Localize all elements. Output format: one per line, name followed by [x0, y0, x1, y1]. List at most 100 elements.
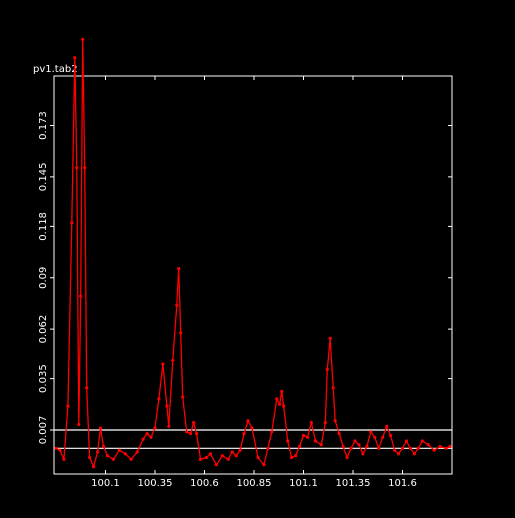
data-point: [66, 404, 70, 408]
data-point: [96, 450, 100, 454]
data-point: [153, 426, 157, 430]
data-point: [246, 419, 250, 423]
data-point: [313, 439, 317, 443]
data-point: [238, 448, 242, 452]
data-point: [77, 422, 81, 427]
data-point: [161, 362, 165, 366]
data-point: [393, 448, 397, 452]
data-point: [349, 446, 353, 450]
data-point: [323, 421, 327, 425]
data-point: [88, 455, 92, 460]
y-tick-label: 0.118: [38, 212, 49, 241]
data-point: [426, 443, 430, 447]
data-point: [230, 450, 234, 454]
y-tick-label: 0.035: [38, 364, 49, 393]
data-point: [290, 455, 294, 460]
data-point: [262, 463, 266, 467]
data-point: [226, 457, 230, 461]
data-point: [412, 452, 416, 456]
data-point: [62, 457, 66, 461]
data-point: [400, 446, 405, 450]
data-point: [294, 454, 298, 458]
data-point: [305, 435, 310, 439]
data-point: [117, 448, 121, 452]
data-point: [266, 446, 270, 450]
data-point: [280, 389, 284, 394]
data-point: [204, 455, 209, 460]
data-point: [214, 463, 218, 467]
data-point: [325, 367, 329, 372]
data-point: [195, 432, 199, 436]
series-layer: [54, 37, 452, 469]
data-point: [70, 221, 74, 225]
data-point: [208, 452, 212, 456]
data-point: [177, 267, 181, 271]
data-point: [345, 455, 349, 460]
chart-title: pv1.tab2: [33, 64, 78, 75]
x-tick-label: 100.85: [236, 478, 271, 489]
data-point: [301, 433, 306, 438]
data-point: [175, 303, 179, 307]
x-tick-label: 100.35: [137, 478, 172, 489]
data-point: [432, 448, 436, 452]
data-point: [83, 166, 87, 170]
data-point: [242, 432, 246, 436]
data-point: [420, 439, 424, 443]
data-point: [123, 452, 127, 456]
data-point: [416, 446, 420, 450]
data-point: [369, 430, 373, 434]
data-point: [319, 443, 323, 447]
data-point: [179, 331, 183, 335]
data-point: [373, 435, 377, 439]
data-point: [353, 439, 357, 443]
data-point: [185, 430, 189, 434]
data-point: [278, 402, 282, 406]
data-point: [157, 397, 161, 401]
x-tick-label: 101.35: [335, 478, 370, 489]
data-point: [448, 444, 452, 449]
data-point: [181, 395, 185, 399]
x-axis: 100.1 100.35 100.6 100.85 101.1 101.35 101.6: [91, 76, 417, 489]
data-point: [92, 465, 96, 469]
data-point: [73, 56, 77, 60]
data-point: [404, 439, 409, 443]
y-tick-label: 0.173: [38, 111, 49, 140]
x-tick-label: 100.1: [91, 478, 120, 489]
data-point: [297, 444, 302, 449]
data-point: [141, 437, 145, 441]
data-point: [98, 426, 103, 430]
data-point: [198, 457, 203, 461]
data-point: [309, 421, 313, 425]
data-point: [171, 358, 175, 362]
data-point: [54, 446, 58, 450]
data-point: [189, 432, 193, 436]
data-point: [365, 444, 369, 449]
plot-frame: [53, 75, 453, 475]
data-point: [270, 430, 274, 434]
y-tick-label: 0.09: [38, 267, 49, 289]
data-point: [381, 435, 385, 439]
data-point: [331, 386, 335, 390]
data-point: [389, 433, 393, 438]
data-point: [234, 454, 238, 458]
data-point: [438, 444, 442, 449]
data-point: [361, 452, 365, 456]
data-point: [408, 446, 412, 450]
data-point: [286, 439, 290, 443]
x-tick-label: 101.6: [388, 478, 417, 489]
data-point: [444, 446, 448, 450]
data-point: [282, 404, 286, 408]
data-point: [377, 446, 381, 450]
y-tick-label: 0.145: [38, 163, 49, 192]
data-point: [192, 421, 196, 425]
data-point: [275, 397, 279, 401]
data-point: [337, 432, 341, 436]
data-point: [341, 444, 345, 449]
data-point: [165, 404, 169, 408]
data-point: [328, 336, 332, 340]
x-tick-label: 101.1: [289, 478, 318, 489]
data-point: [145, 432, 149, 436]
data-point: [220, 454, 224, 458]
